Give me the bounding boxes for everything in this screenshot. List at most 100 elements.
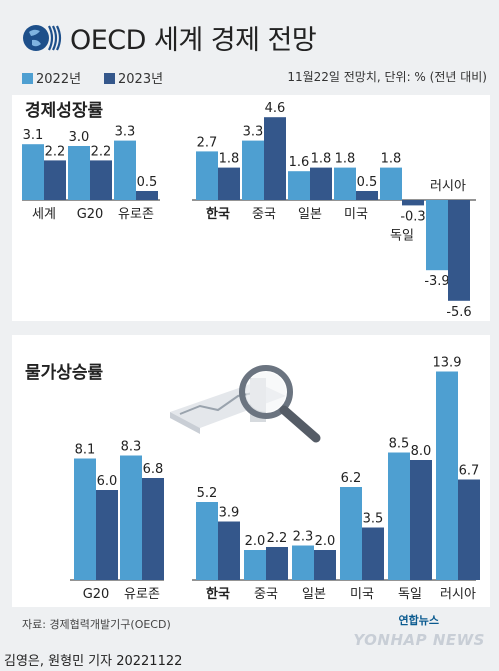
bar-2023: [402, 200, 424, 206]
page-title: OECD 세계 경제 전망: [70, 25, 317, 56]
bar-2022: [436, 371, 458, 580]
category-label: 미국: [344, 207, 368, 222]
bar-2022: [74, 458, 96, 580]
data-label-2023: -5.6: [446, 305, 471, 320]
bar-2023: [142, 478, 164, 580]
data-label-2023: 8.0: [411, 444, 432, 459]
data-label-2022: 6.2: [341, 471, 362, 486]
bar-2023: [314, 550, 336, 580]
bar-2022: [426, 200, 448, 271]
category-label: G20: [83, 587, 110, 602]
bar-2022: [114, 140, 136, 200]
category-label: 세계: [32, 207, 56, 222]
data-label-2022: 3.0: [69, 130, 90, 145]
watermark: YONHAP NEWS: [353, 631, 485, 649]
category-label: 한국: [206, 586, 230, 602]
data-label-2022: 3.3: [243, 125, 264, 140]
bar-2022: [120, 455, 142, 580]
category-label: 러시아: [430, 179, 466, 194]
bar-2022: [68, 146, 90, 200]
legend-label-2022: 2022년: [36, 72, 82, 87]
bar-2023: [266, 547, 288, 580]
legend-swatch-2022: [22, 73, 33, 84]
data-label-2022: 3.1: [23, 128, 44, 143]
header: OECD 세계 경제 전망 2022년 2023년 11월22일 전망치, 단위…: [0, 0, 499, 92]
unit-note: 11월22일 전망치, 단위: % (전년 대비): [287, 70, 487, 84]
bar-2022: [292, 545, 314, 580]
category-label: 유로존: [124, 587, 160, 602]
bar-2023: [362, 527, 384, 580]
source-note: 자료: 경제협력개발기구(OECD): [22, 618, 171, 631]
legend-2023: 2023년: [104, 68, 163, 87]
bar-2022: [196, 502, 218, 580]
data-label-2022: 3.3: [115, 125, 136, 140]
category-label: 러시아: [440, 587, 476, 602]
data-label-2022: 8.3: [121, 440, 142, 455]
gdp-section-title: 경제성장률: [25, 101, 104, 121]
bar-2022: [388, 452, 410, 580]
data-label-2023: 4.6: [265, 101, 286, 116]
data-label-2022: 8.5: [389, 437, 410, 452]
bar-2023: [356, 191, 378, 200]
data-label-2022: 1.8: [381, 152, 402, 167]
bar-2023: [44, 160, 66, 200]
category-label: 미국: [350, 587, 374, 602]
data-label-2023: 1.8: [311, 152, 332, 167]
bar-2022: [380, 167, 402, 200]
bar-2023: [96, 490, 118, 580]
data-label-2023: 3.5: [363, 512, 384, 527]
bar-2023: [90, 160, 112, 200]
category-label: 일본: [302, 587, 326, 602]
category-label: 유로존: [118, 207, 154, 222]
legend-swatch-2023: [104, 73, 115, 84]
legend-2022: 2022년: [22, 68, 81, 87]
category-label: 일본: [298, 207, 322, 222]
category-label: G20: [77, 207, 104, 222]
category-label: 독일: [398, 587, 422, 602]
data-label-2023: -0.3: [400, 209, 425, 224]
category-label: 중국: [252, 207, 276, 222]
bar-2022: [196, 151, 218, 200]
data-label-2022: -3.9: [424, 274, 449, 289]
credit-line: 김영은, 원형민 기자 20221122: [4, 654, 183, 669]
bar-2023: [264, 117, 286, 200]
data-label-2023: 6.7: [459, 464, 480, 479]
oecd-globe-logo-icon: [23, 25, 62, 51]
bar-2022: [22, 144, 44, 200]
bar-2022: [244, 550, 266, 580]
gdp-panel: [12, 95, 490, 321]
data-label-2022: 2.3: [293, 530, 314, 545]
magnifier-chart-illustration-icon: [170, 365, 321, 443]
footer: [0, 607, 499, 671]
data-label-2023: 6.8: [143, 462, 164, 477]
bar-2022: [340, 487, 362, 580]
data-label-2023: 2.2: [45, 144, 66, 159]
data-label-2022: 1.8: [335, 152, 356, 167]
data-label-2022: 2.0: [245, 534, 266, 549]
data-label-2022: 8.1: [75, 443, 96, 458]
bar-2023: [448, 200, 470, 301]
category-label: 한국: [206, 206, 230, 222]
category-label: 중국: [254, 587, 278, 602]
data-label-2023: 0.5: [357, 175, 378, 190]
bar-2023: [458, 479, 480, 580]
data-label-2023: 1.8: [219, 152, 240, 167]
bar-2023: [218, 521, 240, 580]
legend-label-2023: 2023년: [118, 72, 164, 87]
cpi-section-title: 물가상승률: [25, 363, 104, 383]
data-label-2022: 2.7: [197, 135, 218, 150]
bar-2022: [288, 171, 310, 200]
category-label: 독일: [390, 228, 414, 243]
data-label-2023: 6.0: [97, 474, 118, 489]
watermark-small: 연합뉴스: [398, 614, 439, 627]
bar-2023: [410, 460, 432, 580]
data-label-2023: 3.9: [219, 506, 240, 521]
data-label-2022: 13.9: [433, 356, 462, 371]
data-label-2023: 2.2: [267, 531, 288, 546]
data-label-2023: 2.0: [315, 534, 336, 549]
data-label-2022: 5.2: [197, 486, 218, 501]
bar-2022: [334, 167, 356, 200]
data-label-2022: 1.6: [289, 155, 310, 170]
